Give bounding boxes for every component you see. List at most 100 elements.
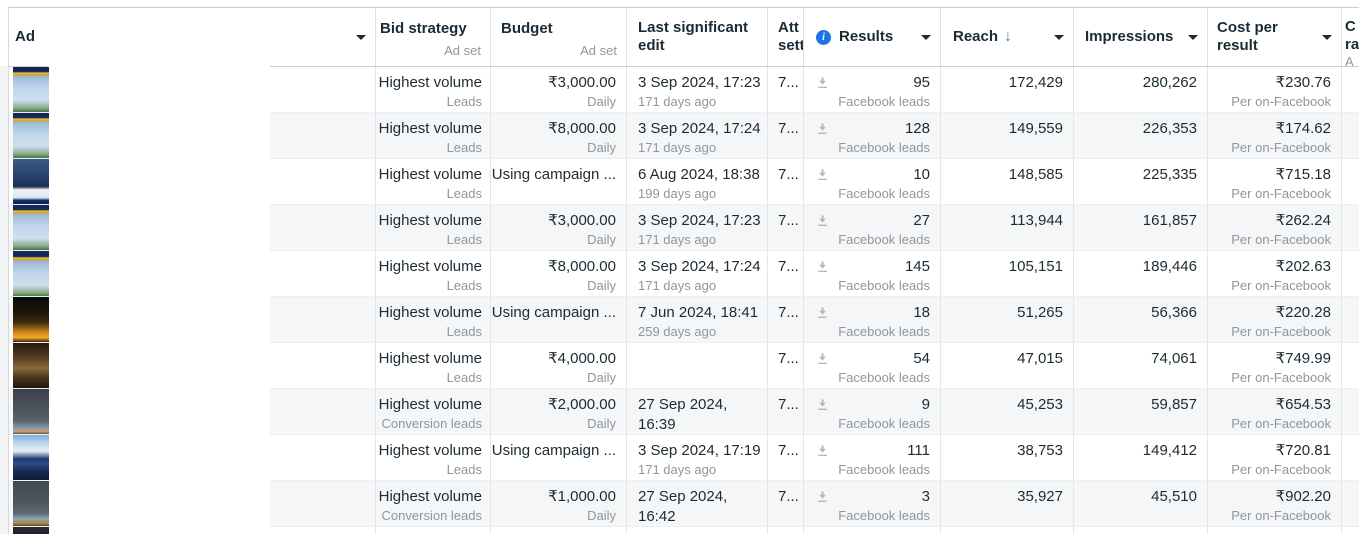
chevron-down-icon[interactable] [1188,35,1198,40]
results-value: 3 [921,488,930,505]
attribution-value: 7... [778,212,799,229]
bid-strategy-value: Highest volume [378,212,482,229]
last-edit-relative: 171 days ago [638,462,717,477]
last-edit-date: 3 Sep 2024, 17:24 [638,258,761,275]
budget-value: Using campaign ... [491,442,616,459]
cost-per-result-cell: ₹202.63 Per on-Facebook lea... [1208,251,1342,297]
reach-cell: 105,151 [941,251,1074,297]
download-leads-icon[interactable] [816,306,829,324]
info-icon[interactable]: i [816,29,831,45]
column-header-bid-strategy-label: Bid strategy [380,20,467,37]
column-header-cost-per-result[interactable]: Cost per result [1208,8,1342,66]
ad-thumbnail[interactable] [13,481,49,526]
ad-thumbnail-partial[interactable] [13,527,49,534]
column-header-last-significant-edit[interactable]: Last significant edit [627,8,768,66]
column-header-impressions[interactable]: Impressions [1074,8,1208,66]
reach-cell: 35,927 [941,481,1074,527]
results-cell: 54 Facebook leads [804,343,941,389]
ad-thumbnail[interactable] [13,205,49,250]
download-leads-icon[interactable] [816,260,829,278]
table-row: Highest volume Conversion leads ₹1,000.0… [9,481,1359,527]
column-header-budget-sublabel: Ad set [580,43,617,58]
last-edit-relative: 259 days ago [638,324,717,339]
ad-thumbnail[interactable] [13,159,49,204]
budget-cell: ₹2,000.00 Daily [491,389,627,435]
impressions-value: 45,510 [1151,488,1197,505]
bid-strategy-goal: Conversion leads [381,416,482,431]
bid-strategy-value: Highest volume [378,166,482,183]
impressions-value: 161,857 [1142,212,1197,229]
bid-strategy-cell: Highest volume Conversion leads [376,481,491,527]
download-leads-icon[interactable] [816,398,829,416]
impressions-cell: 59,857 [1074,389,1208,435]
ad-thumbnail[interactable] [13,113,49,158]
results-value: 27 [913,212,930,229]
column-header-ad[interactable]: Ad [9,8,376,66]
bid-strategy-value: Highest volume [378,304,482,321]
impressions-value: 280,262 [1142,74,1197,91]
last-edit-cell: 27 Sep 2024, 16:42 147 days ago [627,481,768,527]
attribution-value: 7... [778,166,799,183]
cost-per-result-cell: ₹720.81 Per on-Facebook lea... [1208,435,1342,481]
ad-thumbnail[interactable] [13,389,49,434]
download-leads-icon[interactable] [816,122,829,140]
bid-strategy-value: Highest volume [378,442,482,459]
budget-cell: Using campaign ... [491,297,627,343]
column-header-truncated[interactable]: C ra A [1342,8,1359,66]
reach-value: 45,253 [1017,396,1063,413]
budget-cell: ₹3,000.00 Daily [491,205,627,251]
bid-strategy-value: Highest volume [378,488,482,505]
download-leads-icon[interactable] [816,352,829,370]
column-header-results[interactable]: i Results [804,8,941,66]
results-cell: 27 Facebook leads [804,205,941,251]
download-leads-icon[interactable] [816,490,829,508]
results-type: Facebook leads [838,232,930,247]
attribution-value: 7... [778,120,799,137]
chevron-down-icon[interactable] [1322,35,1332,40]
ad-thumbnail[interactable] [13,343,49,388]
sort-descending-icon[interactable]: ↓ [1004,28,1013,45]
column-header-reach[interactable]: Reach ↓ [941,8,1074,66]
cost-per-result-type: Per on-Facebook lea... [1231,186,1331,201]
ad-thumbnail[interactable] [13,297,49,342]
download-leads-icon[interactable] [816,168,829,186]
last-edit-cell: 3 Sep 2024, 17:24 171 days ago [627,113,768,159]
download-leads-icon[interactable] [816,444,829,462]
reach-value: 113,944 [1009,212,1063,229]
ad-thumbnail[interactable] [13,67,49,112]
last-edit-cell: 3 Sep 2024, 17:19 171 days ago [627,435,768,481]
budget-cell: ₹3,000.00 Daily [491,67,627,113]
last-edit-date: 7 Jun 2024, 18:41 [638,304,759,321]
truncated-cell [1342,251,1359,297]
cost-per-result-value: ₹262.24 [1275,212,1331,229]
download-leads-icon[interactable] [816,76,829,94]
column-header-attribution-setting[interactable]: Att sett [768,8,804,66]
attribution-value: 7... [778,304,799,321]
budget-value: ₹4,000.00 [548,350,616,367]
impressions-cell: 161,857 [1074,205,1208,251]
attribution-cell: 7... [768,251,804,297]
truncated-cell [1342,205,1359,251]
bid-strategy-value: Highest volume [378,396,482,413]
chevron-down-icon[interactable] [1054,35,1064,40]
reach-value: 51,265 [1017,304,1063,321]
cost-per-result-type: Per on-Facebook lea... [1231,370,1331,385]
bid-strategy-cell: Highest volume Leads [376,113,491,159]
results-cell: 95 Facebook leads [804,67,941,113]
download-leads-icon[interactable] [816,214,829,232]
ad-thumbnail[interactable] [13,435,49,480]
column-header-budget[interactable]: Budget Ad set [491,8,627,66]
attribution-value: 7... [778,74,799,91]
left-gutter [0,66,8,534]
column-header-results-label: Results [839,28,894,45]
column-header-bid-strategy[interactable]: Bid strategy Ad set [376,8,491,66]
cost-per-result-type: Per on-Facebook lea... [1231,324,1331,339]
cost-per-result-cell: ₹262.24 Per on-Facebook lea... [1208,205,1342,251]
bid-strategy-goal: Leads [446,232,482,247]
column-header-truncated-line1: C [1345,18,1356,35]
bid-strategy-goal: Leads [446,370,482,385]
chevron-down-icon[interactable] [356,35,366,40]
last-edit-cell: 6 Aug 2024, 18:38 199 days ago [627,159,768,205]
ad-thumbnail[interactable] [13,251,49,296]
chevron-down-icon[interactable] [921,35,931,40]
